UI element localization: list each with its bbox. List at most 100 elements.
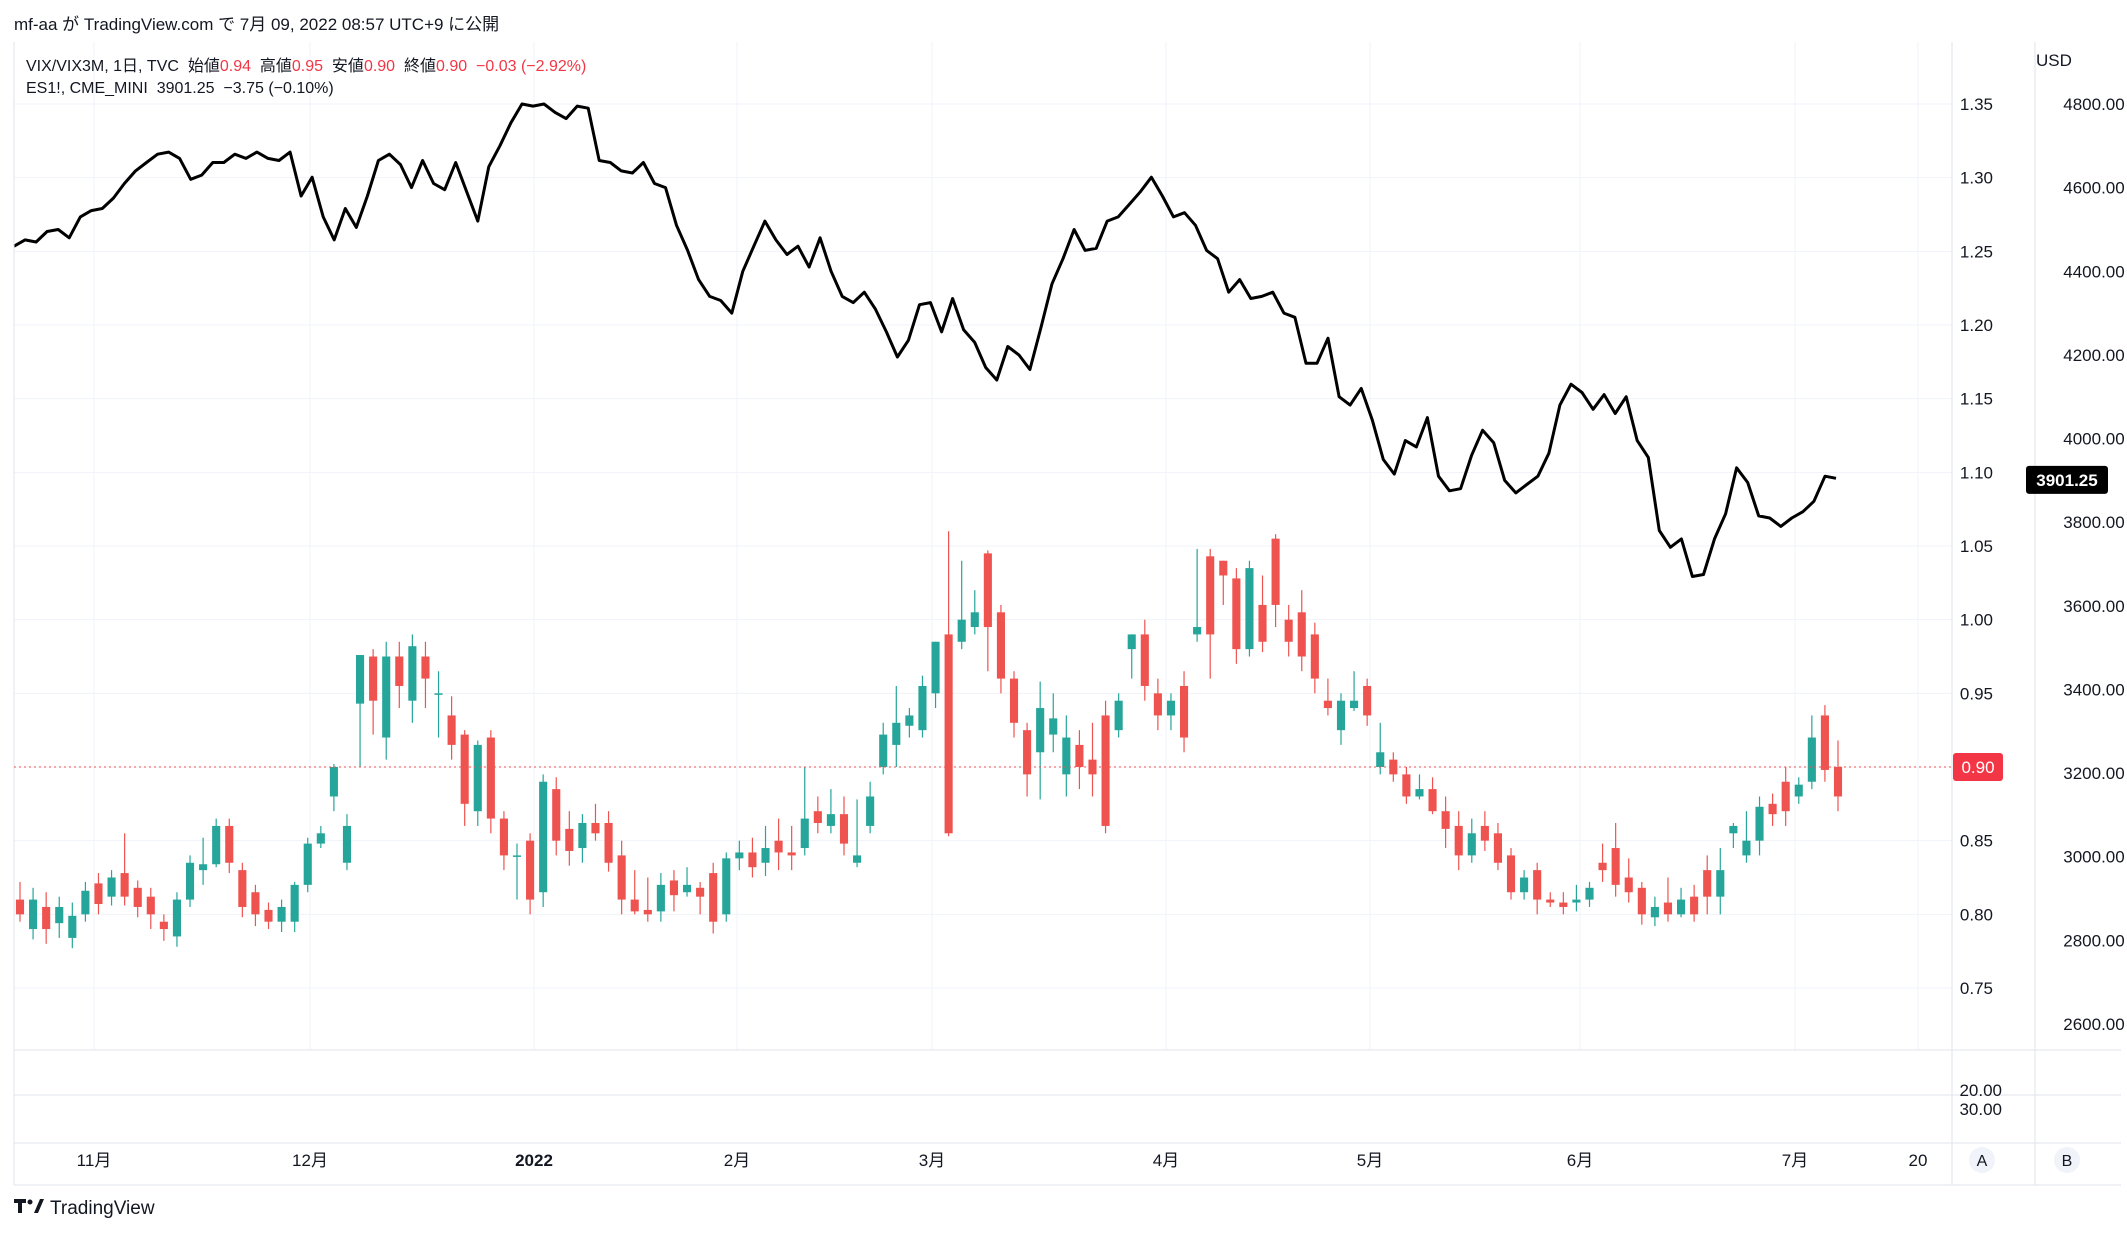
candle-body-80: [1062, 737, 1071, 775]
candle-body-90: [1193, 627, 1202, 635]
right-axis-tick-9: 3000.00: [2063, 848, 2124, 867]
left-axis-tick-10: 0.85: [1960, 832, 1993, 851]
candle-115: [1520, 870, 1529, 900]
candle-body-63: [839, 814, 849, 844]
candle-117: [1546, 892, 1555, 907]
candle-55: [735, 840, 744, 871]
candle-body-134: [1768, 803, 1777, 815]
candle-body-37: [499, 818, 508, 856]
candle-116: [1533, 862, 1542, 915]
candle-body-30: [408, 646, 417, 701]
candle-body-41: [552, 789, 561, 841]
candle-74: [983, 550, 992, 672]
candle-body-92: [1219, 560, 1228, 576]
tradingview-logo-icon: [14, 1197, 44, 1221]
candle-body-31: [421, 656, 430, 679]
candle-114: [1506, 848, 1516, 900]
time-axis-tick-1: 12月: [292, 1151, 328, 1170]
scale-button-a[interactable]: A: [1969, 1147, 1995, 1173]
candle-35: [473, 740, 482, 826]
candle-70: [931, 641, 940, 709]
candle-112: [1480, 811, 1489, 851]
right-axis-tick-5: 3800.00: [2063, 513, 2124, 532]
candle-body-48: [643, 909, 652, 915]
candle-45: [604, 811, 613, 872]
tradingview-logo[interactable]: TradingView: [14, 1197, 155, 1221]
candle-72: [957, 560, 966, 650]
candle-9: [133, 880, 142, 918]
scale-button-bg-a: [1969, 1147, 1995, 1173]
candle-11: [159, 914, 168, 941]
candle-139: [1833, 740, 1843, 812]
candle-129: [1703, 855, 1712, 915]
candle-body-105: [1389, 759, 1398, 775]
candle-body-20: [277, 906, 286, 922]
candle-body-122: [1611, 848, 1620, 885]
candle-body-64: [853, 855, 862, 863]
legend-futures-value: 3901.25: [156, 80, 215, 97]
time-axis-tick-3: 2月: [724, 1151, 750, 1170]
candle-body-94: [1245, 568, 1254, 650]
candle-body-108: [1428, 789, 1437, 812]
legend-low-value: 0.90: [363, 58, 396, 75]
candle-body-114: [1506, 855, 1516, 893]
scale-button-b[interactable]: B: [2054, 1147, 2080, 1173]
candle-60: [800, 767, 809, 856]
time-axis-tick-8: 7月: [1782, 1151, 1808, 1170]
candle-17: [238, 862, 247, 918]
candle-3: [55, 896, 64, 938]
candle-body-96: [1271, 538, 1280, 605]
legend-futures-change: −3.75 (−0.10%): [223, 80, 334, 97]
candle-44: [591, 803, 600, 841]
candle-body-55: [735, 852, 744, 859]
time-axis-tick-5: 4月: [1153, 1151, 1179, 1170]
ratio-last-badge-text: 0.90: [1961, 758, 1994, 777]
right-axis-tick-2: 4400.00: [2063, 262, 2124, 281]
candle-body-107: [1415, 789, 1424, 797]
left-axis-tick-4: 1.15: [1960, 390, 1993, 409]
candle-12: [172, 892, 182, 947]
candle-body-139: [1833, 767, 1843, 797]
candle-128: [1690, 884, 1699, 922]
candle-14: [199, 837, 208, 885]
futures-line: [13, 102, 1837, 578]
candle-body-79: [1049, 718, 1058, 735]
candle-body-56: [748, 852, 757, 868]
right-axis-tick-6: 3600.00: [2063, 597, 2124, 616]
candle-52: [696, 881, 705, 915]
candle-body-69: [918, 685, 927, 731]
candle-106: [1402, 767, 1411, 804]
candle-107: [1415, 774, 1424, 800]
candle-body-14: [199, 864, 208, 871]
candle-body-49: [656, 884, 665, 912]
candle-body-133: [1755, 806, 1764, 841]
candle-body-7: [107, 877, 116, 897]
candle-135: [1781, 767, 1790, 826]
candle-138: [1820, 705, 1829, 782]
candle-119: [1572, 884, 1581, 912]
candle-body-97: [1284, 619, 1293, 642]
candle-85: [1127, 634, 1136, 679]
candle-49: [656, 873, 665, 922]
candle-body-59: [787, 852, 796, 856]
candle-41: [552, 777, 561, 856]
candle-body-51: [682, 884, 692, 893]
candle-body-9: [133, 887, 142, 907]
right-axis-tick-0: 4800.00: [2063, 95, 2124, 114]
left-axis-tick-1: 1.30: [1960, 169, 1993, 188]
right-axis-tick-3: 4200.00: [2063, 346, 2124, 365]
candle-body-6: [94, 883, 103, 905]
candle-13: [185, 855, 195, 907]
candle-body-70: [931, 641, 940, 694]
ratio-last-badge: [1953, 753, 2003, 781]
candle-4: [68, 902, 77, 949]
candle-47: [630, 870, 639, 915]
candle-101: [1336, 693, 1346, 745]
candle-body-84: [1114, 700, 1123, 731]
candle-68: [905, 708, 914, 738]
candle-body-100: [1323, 700, 1332, 709]
candle-97: [1284, 604, 1293, 657]
candle-105: [1389, 752, 1398, 782]
